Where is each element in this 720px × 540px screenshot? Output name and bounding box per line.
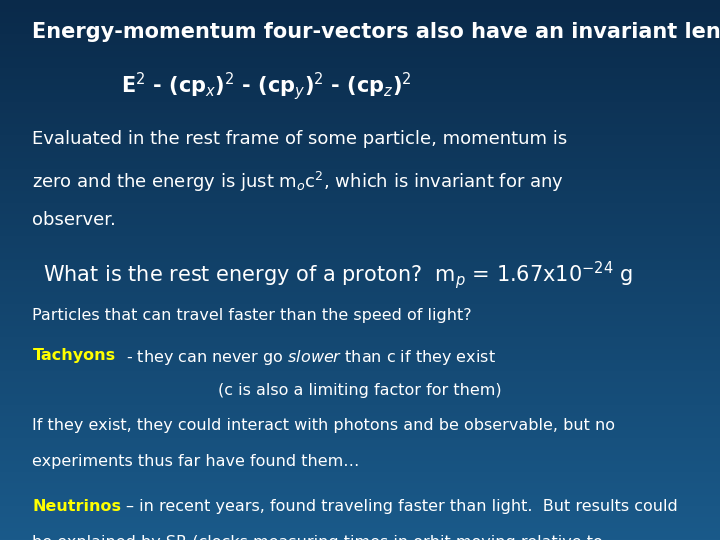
Text: Neutrinos: Neutrinos [32, 500, 122, 515]
Text: (c is also a limiting factor for them): (c is also a limiting factor for them) [218, 383, 502, 399]
Text: experiments thus far have found them…: experiments thus far have found them… [32, 454, 360, 469]
Text: zero and the energy is just m$_o$c$^2$, which is invariant for any: zero and the energy is just m$_o$c$^2$, … [32, 170, 564, 194]
Text: observer.: observer. [32, 211, 116, 228]
Text: Evaluated in the rest frame of some particle, momentum is: Evaluated in the rest frame of some part… [32, 130, 567, 147]
Text: E$^2$ - (cp$_x$)$^2$ - (cp$_y$)$^2$ - (cp$_z$)$^2$: E$^2$ - (cp$_x$)$^2$ - (cp$_y$)$^2$ - (c… [121, 70, 412, 102]
Text: – in recent years, found traveling faster than light.  But results could: – in recent years, found traveling faste… [126, 500, 678, 515]
Text: - they can never go $\it{slower}$ than c if they exist: - they can never go $\it{slower}$ than c… [126, 348, 496, 367]
Text: If they exist, they could interact with photons and be observable, but no: If they exist, they could interact with … [32, 418, 616, 434]
Text: Particles that can travel faster than the speed of light?: Particles that can travel faster than th… [32, 308, 472, 323]
Text: be explained by SR (clocks measuring times in orbit moving relative to: be explained by SR (clocks measuring tim… [32, 535, 603, 540]
Text: What is the rest energy of a proton?  m$_p$ = 1.67x10$^{-24}$ g: What is the rest energy of a proton? m$_… [43, 259, 634, 291]
Text: Energy-momentum four-vectors also have an invariant length: Energy-momentum four-vectors also have a… [32, 22, 720, 42]
Text: Tachyons: Tachyons [32, 348, 115, 363]
